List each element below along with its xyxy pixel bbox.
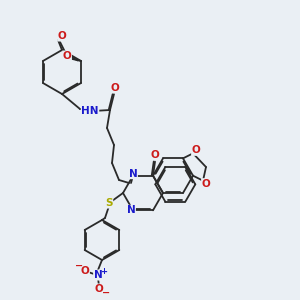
Text: O: O [94,284,103,294]
Text: O: O [202,179,210,189]
Text: O: O [81,266,89,276]
Text: O: O [111,83,119,93]
Text: N: N [94,270,102,280]
Text: HN: HN [81,106,99,116]
Text: +: + [100,266,107,275]
Text: N: N [129,169,137,179]
Text: O: O [63,51,71,61]
Text: S: S [105,198,113,208]
Text: −: − [75,261,83,271]
Text: N: N [127,205,135,215]
Text: O: O [192,146,200,155]
Text: −: − [102,288,110,298]
Text: O: O [58,31,66,41]
Text: O: O [151,150,159,160]
